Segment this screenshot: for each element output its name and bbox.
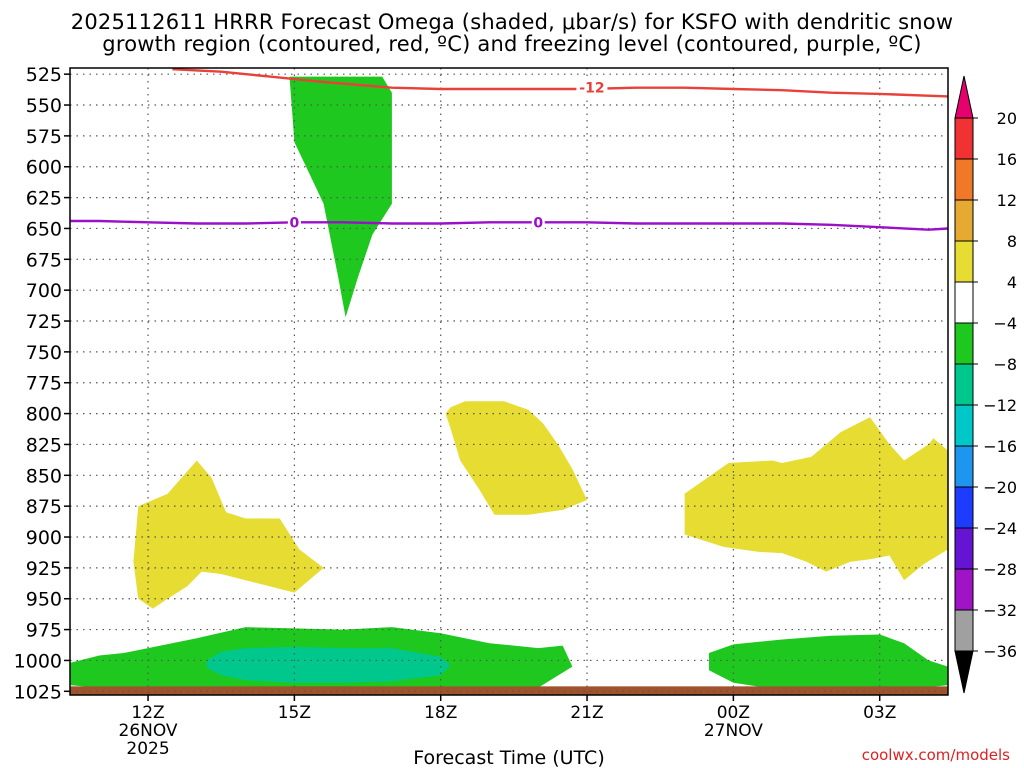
x-tick-year-12Z: 2025 [126,739,169,759]
contour-label-freezing-level-0-0: 0 [290,215,300,231]
credit-text: coolwx.com/models [861,746,1010,764]
chart-title-line2: growth region (contoured, red, ºC) and f… [102,32,922,56]
y-tick-label-675: 675 [26,249,62,271]
shaded-region-teal-lower [206,646,451,683]
colorbar-swatch-4 [954,240,974,283]
x-tick-label-00Z: 00Z [717,703,750,723]
y-tick-label-525: 525 [26,64,62,86]
colorbar-swatch-9 [954,445,974,488]
x-tick-date-00Z: 27NOV [704,721,763,741]
y-tick-label-575: 575 [26,126,62,148]
colorbar-bottom-arrow [954,650,974,694]
y-tick-label-750: 750 [26,342,62,364]
colorbar-label-3: 8 [1007,232,1017,251]
colorbar-label-11: −28 [983,560,1017,579]
colorbar-top-arrow [954,75,974,119]
y-tick-label-725: 725 [26,311,62,333]
ground-band [70,686,948,695]
colorbar-swatch-11 [954,527,974,570]
contour-dendritic-growth-minus12 [172,68,948,98]
colorbar-label-4: 4 [1007,273,1017,292]
colorbar-swatch-12 [954,568,974,611]
y-tick-label-775: 775 [26,373,62,395]
shaded-region-green-lower-right [709,634,948,695]
y-tick-label-900: 900 [26,527,62,549]
x-tick-label-12Z: 12Z [131,703,164,723]
colorbar-swatch-6 [954,322,974,365]
colorbar-label-5: −4 [993,314,1017,333]
x-axis-label: Forecast Time (UTC) [413,747,604,768]
y-tick-label-975: 975 [26,620,62,642]
colorbar-label-8: −16 [983,437,1017,456]
y-tick-label-925: 925 [26,558,62,580]
contour-label-bg-freezing-level-0-0 [287,214,301,231]
colorbar-swatch-2 [954,158,974,201]
colorbar-label-12: −32 [983,601,1017,620]
colorbar-swatch-13 [954,609,974,652]
contour-label-freezing-level-0-1: 0 [533,215,543,231]
colorbar-swatch-7 [954,363,974,406]
colorbar-label-2: 12 [997,191,1017,210]
x-tick-label-18Z: 18Z [424,703,457,723]
x-tick-label-21Z: 21Z [570,703,603,723]
colorbar-label-13: −36 [983,642,1017,661]
colorbar-swatch-10 [954,486,974,529]
y-tick-label-850: 850 [26,465,62,487]
colorbar-label-10: −24 [983,519,1017,538]
y-tick-label-825: 825 [26,434,62,456]
colorbar-label-0: 20 [997,109,1017,128]
colorbar-label-9: −20 [983,478,1017,497]
x-tick-label-03Z: 03Z [863,703,896,723]
x-tick-date-12Z: 26NOV [119,721,178,741]
contour-label-bg-freezing-level-0-1 [531,214,545,231]
plot-frame [69,67,949,696]
contour-label-dendritic-growth-minus12-0: -12 [579,81,604,97]
y-tick-label-700: 700 [26,280,62,302]
shaded-region-yellow-middle [445,401,587,515]
colorbar-swatch-8 [954,404,974,447]
chart-title-line1: 2025112611 HRRR Forecast Omega (shaded, … [70,10,954,34]
colorbar-swatch-5 [954,281,974,324]
x-tick-label-15Z: 15Z [278,703,311,723]
shaded-region-yellow-left [133,460,324,609]
colorbar-label-6: −8 [993,355,1017,374]
y-tick-label-625: 625 [26,188,62,210]
y-tick-label-550: 550 [26,95,62,117]
y-tick-label-875: 875 [26,496,62,518]
y-tick-label-1000: 1000 [14,650,62,672]
colorbar-swatch-1 [954,117,974,160]
y-tick-label-950: 950 [26,589,62,611]
colorbar-label-1: 16 [997,150,1017,169]
y-tick-label-650: 650 [26,218,62,240]
colorbar-swatch-3 [954,199,974,242]
y-tick-label-1025: 1025 [14,681,62,703]
y-tick-label-800: 800 [26,404,62,426]
contour-label-bg-dendritic-growth-minus12-0 [576,79,608,96]
y-tick-label-600: 600 [26,157,62,179]
colorbar-label-7: −12 [983,396,1017,415]
contour-freezing-level-0 [70,219,948,231]
shaded-region-green-upper [289,76,392,318]
shaded-region-yellow-right [684,417,948,581]
